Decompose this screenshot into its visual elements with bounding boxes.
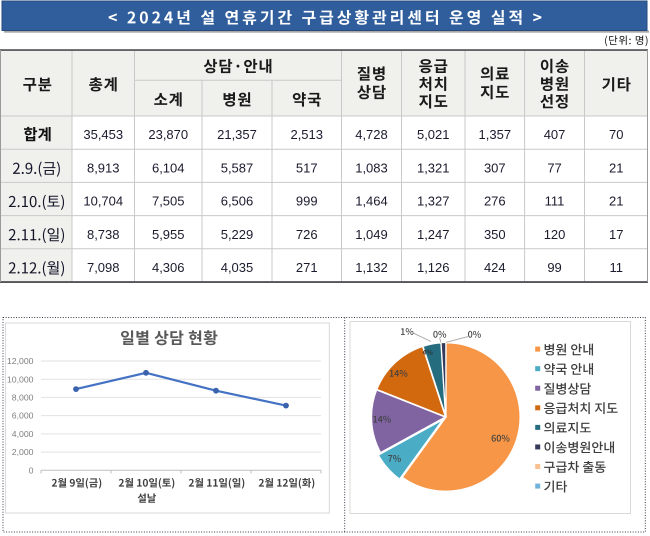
svg-text:6,000: 6,000	[12, 411, 34, 421]
svg-text:5,587: 5,587	[221, 160, 254, 175]
svg-text:35,453: 35,453	[83, 127, 123, 142]
svg-text:70: 70	[609, 127, 623, 142]
svg-text:8,913: 8,913	[87, 160, 120, 175]
svg-text:1,327: 1,327	[417, 194, 450, 209]
svg-text:4,000: 4,000	[12, 429, 34, 439]
svg-text:6,104: 6,104	[152, 160, 185, 175]
svg-text:271: 271	[296, 260, 318, 275]
svg-text:0: 0	[29, 465, 34, 475]
svg-text:407: 407	[544, 127, 566, 142]
svg-text:726: 726	[296, 227, 318, 242]
svg-text:17: 17	[609, 227, 623, 242]
svg-text:111: 111	[545, 194, 565, 209]
svg-text:1,464: 1,464	[355, 194, 388, 209]
svg-text:2,000: 2,000	[12, 447, 34, 457]
svg-text:77: 77	[547, 160, 561, 175]
svg-text:424: 424	[484, 260, 506, 275]
svg-text:21: 21	[609, 194, 623, 209]
svg-text:120: 120	[544, 227, 566, 242]
svg-text:1,083: 1,083	[355, 160, 388, 175]
svg-text:276: 276	[484, 194, 506, 209]
svg-text:307: 307	[484, 160, 506, 175]
svg-text:7,505: 7,505	[152, 194, 185, 209]
svg-text:10,704: 10,704	[83, 194, 123, 209]
svg-text:10,000: 10,000	[7, 374, 34, 384]
svg-text:21,357: 21,357	[217, 127, 257, 142]
svg-text:7,098: 7,098	[87, 260, 120, 275]
svg-text:1,321: 1,321	[417, 160, 450, 175]
svg-text:5,229: 5,229	[221, 227, 254, 242]
svg-text:2,513: 2,513	[290, 127, 323, 142]
svg-text:1,126: 1,126	[417, 260, 450, 275]
svg-text:1,049: 1,049	[355, 227, 388, 242]
svg-text:350: 350	[484, 227, 506, 242]
svg-text:4,306: 4,306	[152, 260, 185, 275]
svg-text:8,000: 8,000	[12, 393, 34, 403]
svg-text:6,506: 6,506	[221, 194, 254, 209]
svg-text:21: 21	[609, 160, 623, 175]
svg-text:12,000: 12,000	[7, 356, 34, 366]
svg-text:11: 11	[610, 260, 624, 275]
svg-text:1,247: 1,247	[417, 227, 450, 242]
svg-text:23,870: 23,870	[148, 127, 188, 142]
svg-text:999: 999	[296, 194, 318, 209]
svg-text:4,728: 4,728	[355, 127, 388, 142]
svg-text:517: 517	[296, 160, 318, 175]
svg-text:1,132: 1,132	[355, 260, 388, 275]
svg-text:99: 99	[547, 260, 561, 275]
svg-text:5,955: 5,955	[152, 227, 185, 242]
svg-text:5,021: 5,021	[417, 127, 450, 142]
svg-text:4,035: 4,035	[221, 260, 254, 275]
svg-text:1,357: 1,357	[479, 127, 512, 142]
svg-text:8,738: 8,738	[87, 227, 120, 242]
